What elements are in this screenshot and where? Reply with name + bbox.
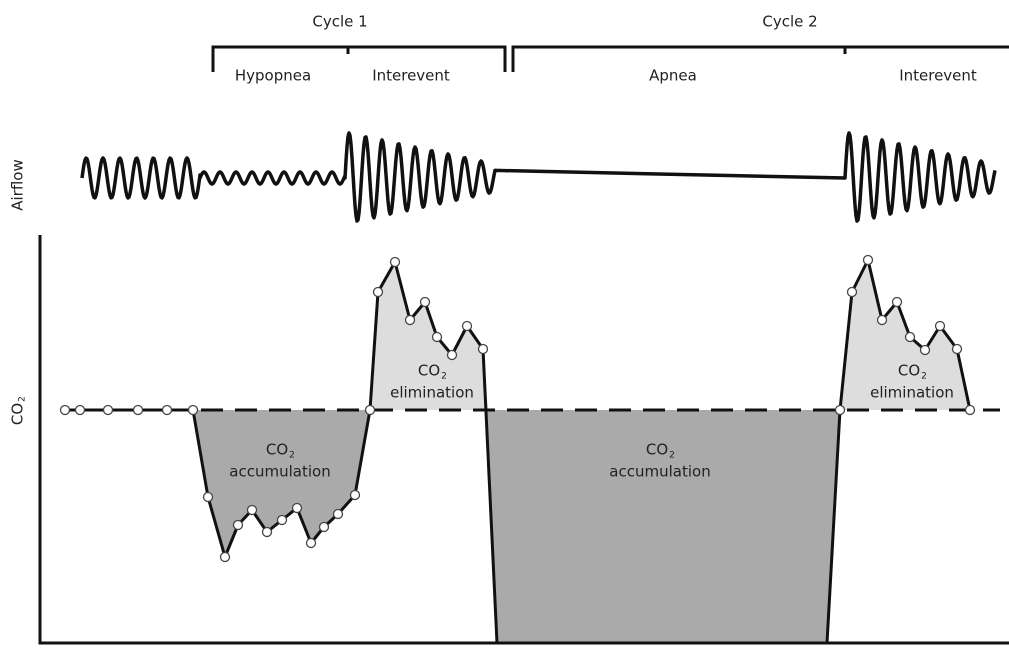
- co2-point: [372, 286, 384, 298]
- subscript: 2: [289, 451, 295, 461]
- chem: CO: [418, 362, 440, 380]
- co2-point: [919, 344, 931, 356]
- co2-points: [59, 254, 976, 563]
- co2-point: [161, 404, 173, 416]
- cycle-label: Cycle 2: [762, 13, 817, 31]
- co2-point: [219, 551, 231, 563]
- co2-point: [964, 404, 976, 416]
- co2-point: [834, 404, 846, 416]
- co2-point: [232, 519, 244, 531]
- chem: CO: [266, 441, 288, 459]
- co2-point: [389, 256, 401, 268]
- subscript: 2: [18, 396, 28, 402]
- co2-point: [419, 296, 431, 308]
- co2-point: [291, 502, 303, 514]
- co2-point: [891, 296, 903, 308]
- co2-point: [261, 526, 273, 538]
- co2-point: [876, 314, 888, 326]
- co2-point: [951, 343, 963, 355]
- co2-point: [349, 489, 361, 501]
- co2-point: [318, 521, 330, 533]
- chem: CO: [9, 403, 27, 425]
- region-text: elimination: [870, 384, 954, 402]
- region-label: CO 2 accumulation: [229, 441, 330, 481]
- phase-label: Hypopnea: [235, 67, 311, 85]
- region-text: elimination: [390, 384, 474, 402]
- co2-point: [276, 514, 288, 526]
- subscript: 2: [669, 451, 675, 461]
- airflow-label: Airflow: [9, 159, 27, 211]
- co2-point: [59, 404, 71, 416]
- co2-point: [364, 404, 376, 416]
- co2-point: [934, 320, 946, 332]
- region-label: CO 2 accumulation: [609, 441, 710, 481]
- chem: CO: [646, 441, 668, 459]
- co2-trace: [65, 258, 972, 645]
- chem: CO: [898, 362, 920, 380]
- co2-point: [404, 314, 416, 326]
- cycle-bracket: [511, 45, 1009, 72]
- cycle-label: Cycle 1: [312, 13, 367, 31]
- co2-point: [102, 404, 114, 416]
- co2-point: [446, 349, 458, 361]
- co2-point: [431, 331, 443, 343]
- co2-point: [862, 254, 874, 266]
- phase-label: Interevent: [899, 67, 977, 85]
- co2-point: [74, 404, 86, 416]
- region-text: accumulation: [609, 463, 710, 481]
- co2-point: [846, 286, 858, 298]
- co2-point: [187, 404, 199, 416]
- airflow-trace: [80, 131, 997, 223]
- phase-label: Apnea: [649, 67, 697, 85]
- subscript: 2: [921, 372, 927, 382]
- co2-axis-label: CO 2: [9, 396, 28, 425]
- co2-point: [904, 331, 916, 343]
- cycle-bracket: [211, 45, 507, 72]
- region-text: accumulation: [229, 463, 330, 481]
- co2-point: [332, 508, 344, 520]
- region-label: CO 2 elimination: [390, 362, 474, 402]
- phase-label: Interevent: [372, 67, 450, 85]
- elimination-area: [840, 260, 970, 410]
- subscript: 2: [441, 372, 447, 382]
- co2-point: [202, 491, 214, 503]
- co2-point: [305, 537, 317, 549]
- elimination-area: [370, 262, 488, 410]
- co2-point: [477, 343, 489, 355]
- co2-point: [132, 404, 144, 416]
- co2-point: [461, 320, 473, 332]
- region-label: CO 2 elimination: [870, 362, 954, 402]
- co2-point: [246, 504, 258, 516]
- accumulation-area: [486, 410, 840, 643]
